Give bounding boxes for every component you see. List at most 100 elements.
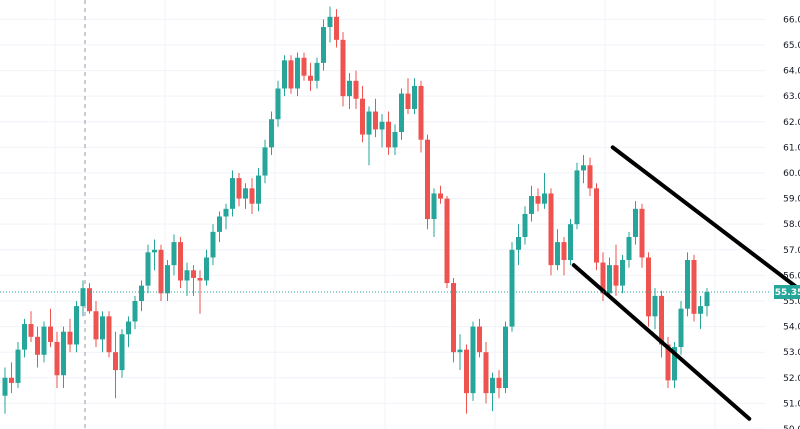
candle[interactable] [685,252,690,317]
candle[interactable] [35,326,40,368]
candle[interactable] [464,344,469,414]
candle[interactable] [379,114,385,148]
candle[interactable] [568,219,573,266]
candle[interactable] [386,111,391,156]
candle[interactable] [412,78,417,115]
candle[interactable] [184,262,190,296]
candle[interactable] [41,321,47,363]
candle[interactable] [405,78,411,115]
candle[interactable] [145,244,151,294]
candle[interactable] [561,236,567,276]
candle[interactable] [509,242,515,332]
candle[interactable] [516,224,521,266]
candle[interactable] [529,185,534,222]
candle[interactable] [392,124,398,156]
candle[interactable] [652,288,658,330]
candle[interactable] [366,106,372,166]
candle[interactable] [93,300,99,348]
candle[interactable] [587,157,593,197]
candle[interactable] [178,236,183,289]
candle[interactable] [223,203,229,230]
candle[interactable] [126,316,131,348]
candle[interactable] [425,134,430,230]
candle[interactable] [360,85,365,143]
candle[interactable] [327,6,333,43]
candle[interactable] [288,55,294,94]
candle[interactable] [132,295,138,330]
candle[interactable] [269,111,274,156]
candle[interactable] [22,318,27,358]
candle[interactable] [340,32,346,107]
candle[interactable] [477,318,482,358]
candle[interactable] [80,280,86,317]
price-axis[interactable]: 50.00 51.00 52.00 53.00 54.00 55.00 56.00 57.00… [774,15,800,429]
candle[interactable] [139,280,144,312]
channel-trendline[interactable] [571,263,752,421]
candle[interactable] [438,185,443,204]
candle[interactable] [659,290,664,358]
candle[interactable] [113,331,118,399]
candle[interactable] [158,244,164,301]
candle[interactable] [522,206,528,245]
candle[interactable] [698,295,703,330]
candle[interactable] [282,55,287,97]
candle[interactable] [503,321,508,394]
candle[interactable] [678,300,684,355]
candle[interactable] [2,367,8,414]
candle[interactable] [444,196,450,289]
candle[interactable] [9,362,14,394]
candle[interactable] [646,252,651,327]
candle[interactable] [275,80,281,127]
candle[interactable] [490,372,495,412]
candle[interactable] [626,231,632,268]
candle[interactable] [67,318,73,353]
candle[interactable] [639,203,645,268]
candle[interactable] [672,341,677,389]
candle[interactable] [204,249,209,286]
candle[interactable] [314,57,320,89]
candle[interactable] [373,98,378,138]
candle[interactable] [418,80,424,153]
candle[interactable] [119,329,125,378]
candle[interactable] [15,341,21,389]
candle[interactable] [431,188,437,237]
candle[interactable] [243,183,248,209]
candle[interactable] [535,188,541,212]
candle[interactable] [48,308,53,348]
candle[interactable] [594,183,599,271]
candle[interactable] [54,331,60,389]
candle[interactable] [230,170,235,217]
candle[interactable] [256,167,261,212]
candle[interactable] [295,52,300,97]
candle[interactable] [301,52,307,81]
candle[interactable] [574,162,580,230]
candle[interactable] [106,311,112,358]
candle[interactable] [100,311,105,353]
candle[interactable] [217,211,222,243]
candle[interactable] [704,288,710,317]
candle[interactable] [555,229,560,271]
candle[interactable] [74,300,79,353]
candle[interactable] [262,139,268,184]
candle[interactable] [542,172,547,209]
candle[interactable] [353,70,359,109]
candle[interactable] [152,239,157,271]
candle[interactable] [483,341,489,404]
candle[interactable] [451,277,456,363]
candle[interactable] [496,370,502,399]
candle[interactable] [321,19,326,71]
candle[interactable] [399,88,404,140]
candle[interactable] [165,260,170,301]
candle[interactable] [197,270,203,314]
candle[interactable] [691,254,697,322]
candle[interactable] [334,9,339,48]
candle[interactable] [87,283,92,314]
candle[interactable] [548,188,554,276]
candle[interactable] [613,244,619,296]
candle[interactable] [236,172,242,207]
candle[interactable] [457,334,463,371]
candle[interactable] [470,321,476,401]
candle[interactable] [249,178,255,214]
